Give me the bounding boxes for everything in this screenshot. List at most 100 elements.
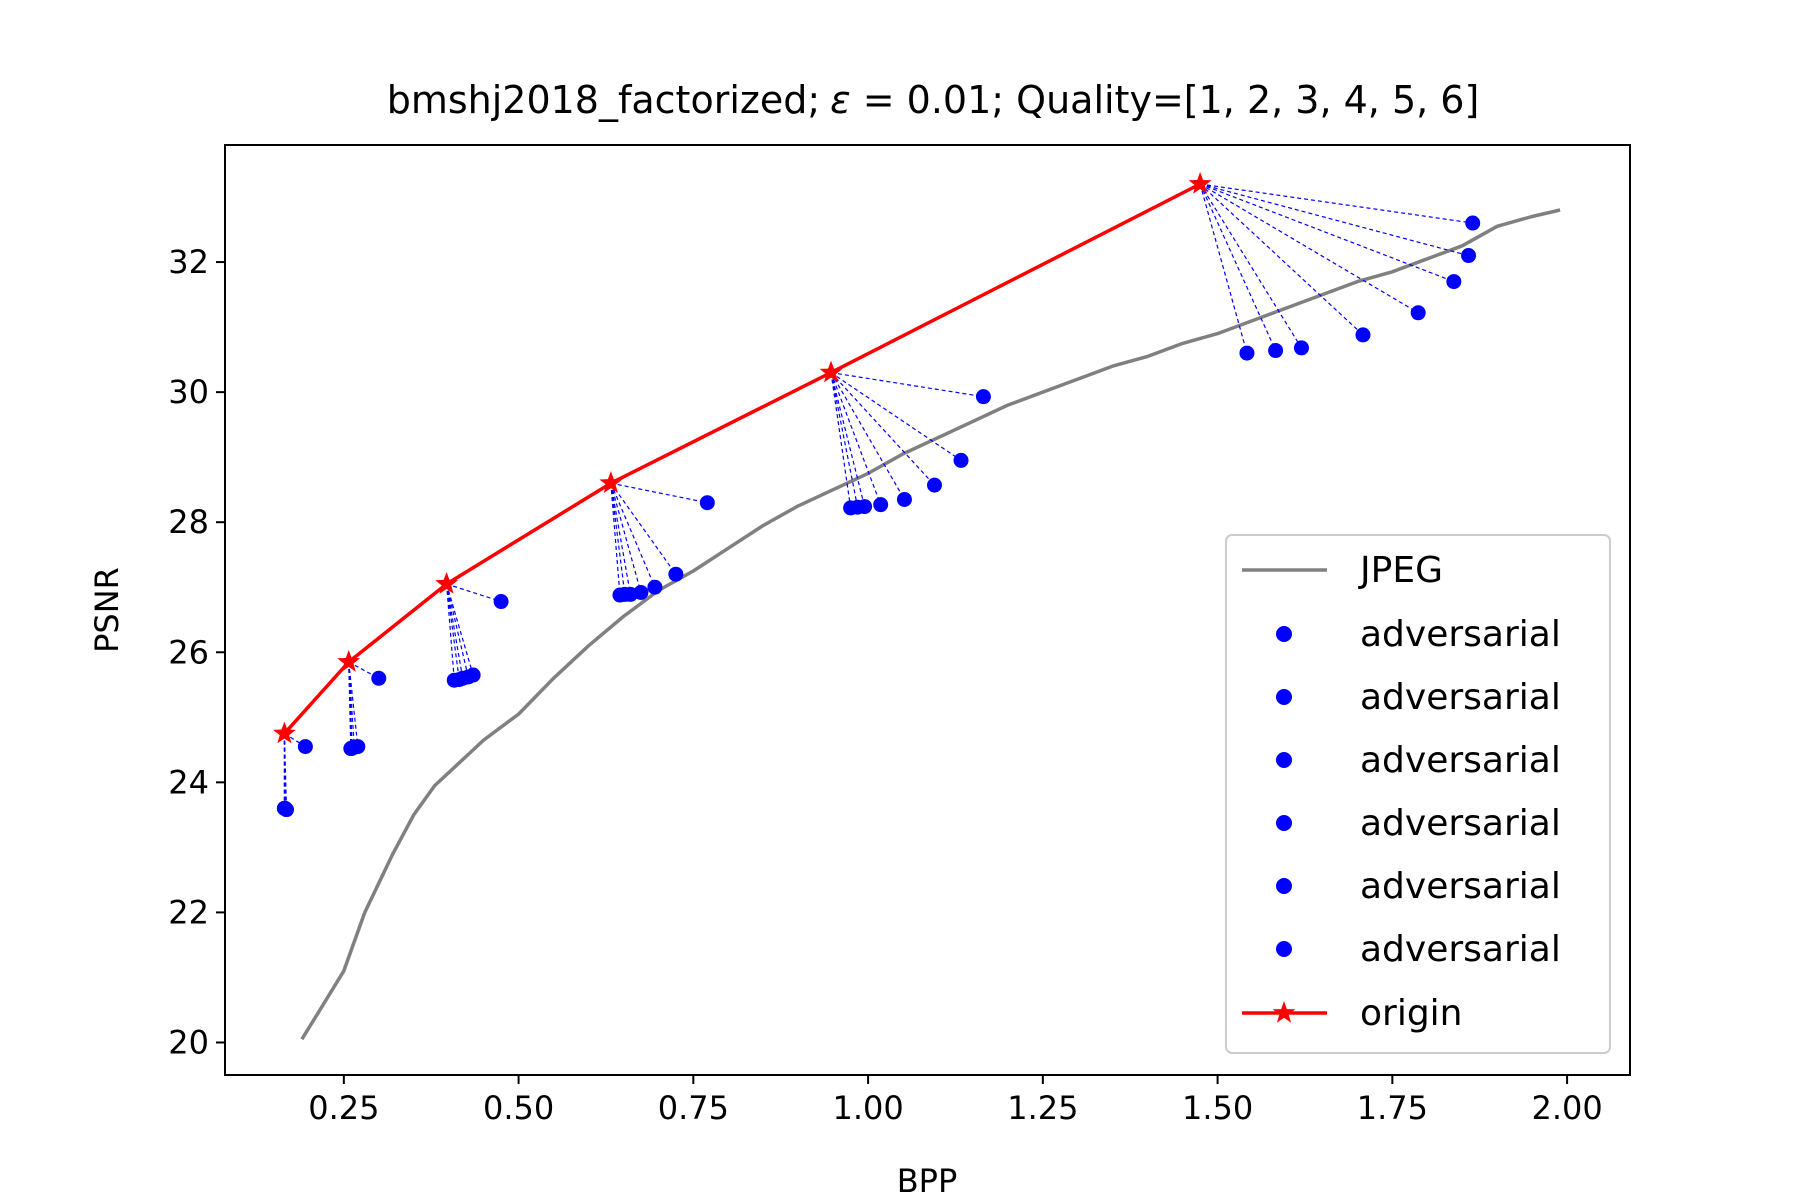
adversarial-point-5 — [857, 499, 873, 515]
origin-point — [1188, 172, 1212, 194]
y-tick-label: 22 — [168, 893, 209, 931]
adversarial-connector-4 — [610, 483, 642, 593]
adversarial-connector-3 — [445, 583, 464, 679]
adversarial-connector-5 — [830, 372, 882, 505]
adversarial-point-6 — [1461, 248, 1477, 264]
adversarial-point-5 — [953, 452, 969, 468]
legend-frame — [1225, 534, 1611, 1054]
legend-adversarial-label-2: adversarial — [1360, 677, 1561, 718]
x-tick-label: 0.50 — [483, 1089, 554, 1127]
adversarial-point-5 — [975, 389, 991, 405]
series-jpeg-line — [300, 208, 1561, 1041]
adversarial-connector-4 — [610, 482, 677, 575]
adversarial-point-6 — [1465, 215, 1481, 231]
adversarial-connector-6 — [1199, 183, 1364, 336]
adversarial-point-4 — [633, 584, 649, 600]
x-tick-label: 0.75 — [658, 1089, 729, 1127]
legend-adversarial-marker-3 — [1276, 752, 1292, 768]
adversarial-point-6 — [1410, 305, 1426, 321]
y-tick-label: 30 — [168, 373, 209, 411]
adversarial-connector-4 — [610, 483, 632, 595]
legend-adversarial-label-6: adversarial — [1360, 929, 1561, 970]
x-axis-ticks: 0.25 0.50 0.75 1.00 1.25 1.50 1.75 2.00 — [308, 1075, 1603, 1127]
adversarial-connector-5 — [830, 372, 984, 398]
adversarial-point-5 — [926, 477, 942, 493]
adversarial-point-6 — [1293, 340, 1309, 356]
adversarial-connector-2 — [348, 661, 359, 747]
legend-adversarial-label-1: adversarial — [1360, 614, 1561, 655]
chart-title: bmshj2018_factorized; ε = 0.01; Quality=[… — [387, 78, 1480, 122]
y-tick-label: 26 — [168, 633, 209, 671]
adversarial-point-4 — [668, 566, 684, 582]
adversarial-connector-3 — [446, 583, 469, 678]
adversarial-point-5 — [896, 491, 912, 507]
y-tick-label: 20 — [168, 1023, 209, 1061]
adversarial-connector-3 — [445, 583, 455, 681]
legend-adversarial-marker-5 — [1276, 878, 1292, 894]
legend-adversarial-marker-4 — [1276, 815, 1292, 831]
adversarial-point-6 — [1446, 274, 1462, 290]
adversarial-connector-3 — [446, 583, 502, 603]
legend-jpeg-label: JPEG — [1358, 550, 1443, 591]
adversarial-point-5 — [873, 497, 889, 513]
adversarial-connector-5 — [830, 372, 852, 508]
plot-frame — [224, 144, 1631, 1076]
x-tick-label: 0.25 — [308, 1089, 379, 1127]
legend-origin-label: origin — [1360, 993, 1463, 1034]
legend-adversarial-label-5: adversarial — [1360, 866, 1561, 907]
adversarial-connector-4 — [610, 482, 656, 588]
adversarial-connector-2 — [348, 662, 353, 749]
adversarial-connector-5 — [830, 372, 866, 507]
adversarial-point-6 — [1355, 327, 1371, 343]
adversarial-connector-3 — [445, 583, 460, 680]
x-tick-label: 1.25 — [1007, 1089, 1078, 1127]
origin-point — [337, 650, 361, 672]
x-tick-label: 1.75 — [1357, 1089, 1428, 1127]
y-tick-label: 24 — [168, 763, 209, 801]
legend-adversarial-marker-6 — [1276, 941, 1292, 957]
adversarial-connector-6 — [1200, 183, 1473, 224]
adversarial-connector-6 — [1199, 183, 1419, 314]
adversarial-connector-6 — [1199, 183, 1455, 283]
x-tick-label: 1.50 — [1182, 1089, 1253, 1127]
origin-point — [819, 360, 843, 383]
legend-adversarial-label-4: adversarial — [1360, 803, 1561, 844]
legend-adversarial-label-3: adversarial — [1360, 740, 1561, 781]
series-origin-line — [283, 182, 1201, 735]
adversarial-point-1 — [297, 739, 313, 755]
adversarial-point-3 — [465, 667, 481, 683]
adversarial-point-6 — [1239, 345, 1255, 361]
adversarial-point-4 — [647, 579, 663, 595]
legend: JPEG adversarial adversarial adversarial… — [1225, 534, 1611, 1054]
adversarial-connector-3 — [446, 583, 474, 676]
y-axis-label: PSNR — [88, 567, 126, 653]
legend-origin-marker — [1272, 1001, 1296, 1023]
adversarial-connector-6 — [1199, 183, 1277, 351]
adversarial-point-3 — [493, 594, 509, 610]
adversarial-connector-6 — [1199, 183, 1469, 257]
legend-adversarial-marker-2 — [1276, 689, 1292, 705]
x-tick-label: 1.00 — [832, 1089, 903, 1127]
adversarial-connector-5 — [830, 372, 962, 461]
adversarial-connector-6 — [1199, 183, 1248, 354]
adversarial-connector-4 — [610, 483, 621, 596]
adversarial-connector-4 — [610, 483, 626, 595]
adversarial-connector-5 — [830, 372, 859, 508]
origin-point — [435, 572, 458, 594]
y-tick-label: 32 — [168, 243, 209, 281]
origin-point — [273, 721, 296, 744]
adversarial-connector-5 — [830, 372, 935, 486]
y-axis-ticks: 20 22 24 26 28 30 32 — [168, 243, 225, 1061]
adversarial-point-4 — [699, 495, 715, 511]
x-tick-label: 2.00 — [1531, 1089, 1602, 1127]
adversarial-point-2 — [344, 741, 360, 757]
adversarial-point-2 — [371, 670, 387, 686]
origin-point — [599, 471, 623, 493]
adversarial-point-6 — [1268, 343, 1284, 359]
adversarial-connector-5 — [830, 372, 905, 500]
plot-area — [273, 172, 1561, 1041]
legend-adversarial-marker-1 — [1276, 626, 1292, 642]
x-axis-label: BPP — [897, 1162, 958, 1200]
y-tick-label: 28 — [168, 503, 209, 541]
